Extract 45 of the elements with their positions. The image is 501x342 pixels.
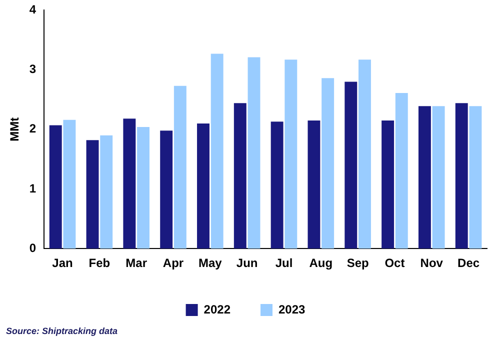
source-note: Source: Shiptracking data [5,326,119,336]
bar [284,60,298,249]
bar [344,82,358,249]
bar [234,103,246,249]
bar [248,57,260,249]
x-tick-label: Jul [275,256,293,270]
bar [395,93,408,249]
bar [160,130,173,249]
bar [418,106,431,249]
y-tick-label: 4 [29,2,36,17]
y-axis-title: MMt [8,117,22,142]
legend-label: 2022 [204,302,231,316]
x-tick-label: Oct [384,256,405,270]
bar [382,120,394,249]
bar [455,103,468,249]
x-tick-label: Aug [309,256,333,270]
x-tick-label: May [198,256,222,270]
y-tick-label: 1 [29,181,36,196]
x-tick-label: Dec [458,256,480,270]
x-tick-label: Mar [126,256,148,270]
y-tick-label: 0 [29,240,36,255]
y-tick-label: 3 [29,62,36,76]
bar [137,127,150,249]
x-tick-label: Sep [346,256,369,270]
bar [308,120,320,249]
bar [174,86,186,249]
bar [358,60,371,249]
y-tick-label: 2 [29,122,36,136]
bar [432,106,445,249]
x-tick-label: Jun [236,256,258,270]
x-tick-label: Apr [162,256,184,270]
bar [469,106,482,249]
legend-label: 2023 [278,302,306,316]
x-tick-label: Jan [52,256,73,270]
bar [63,120,76,249]
bar [86,140,99,249]
bar [322,78,334,249]
bar [100,135,113,249]
bar [197,123,210,249]
x-tick-label: Nov [420,256,444,270]
x-tick-label: Feb [88,256,110,270]
bar [123,118,136,249]
bar [270,122,284,249]
bar [210,54,224,249]
bar [49,125,62,249]
